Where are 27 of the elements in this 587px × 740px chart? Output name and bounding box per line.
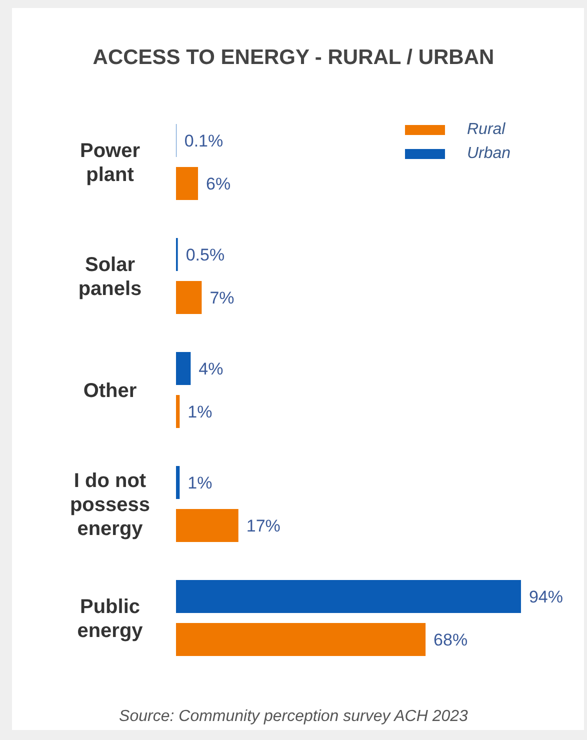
legend-label: Rural bbox=[467, 121, 506, 139]
bar bbox=[176, 395, 180, 428]
y-tick-label: I do not possess energy bbox=[70, 470, 150, 540]
bar bbox=[176, 466, 180, 499]
source-note: Source: Community perception survey ACH 2023 bbox=[118, 708, 469, 726]
data-label: 68% bbox=[434, 630, 468, 650]
bar bbox=[176, 509, 238, 542]
y-tick-label: Solar panels bbox=[78, 254, 142, 300]
legend-label: Urban bbox=[467, 145, 511, 163]
y-tick-label: Other bbox=[83, 380, 137, 402]
chart-title: ACCESS TO ENERGY - RURAL / URBAN bbox=[92, 46, 496, 70]
data-label: 7% bbox=[210, 288, 234, 308]
bar bbox=[176, 580, 521, 613]
data-label: 17% bbox=[246, 516, 280, 536]
data-label: 0.5% bbox=[186, 245, 225, 264]
data-label: 6% bbox=[206, 174, 231, 194]
bar bbox=[176, 281, 202, 314]
bar bbox=[176, 623, 426, 656]
y-tick-label: Public energy bbox=[77, 596, 144, 642]
data-label: 0.1% bbox=[184, 131, 224, 150]
data-label: 4% bbox=[198, 359, 224, 378]
bar bbox=[176, 167, 198, 200]
y-tick-label: Power plant bbox=[80, 140, 140, 186]
data-label: 94% bbox=[528, 587, 564, 606]
bar bbox=[176, 352, 191, 385]
data-label: 1% bbox=[188, 473, 212, 492]
data-label: 1% bbox=[188, 402, 212, 422]
